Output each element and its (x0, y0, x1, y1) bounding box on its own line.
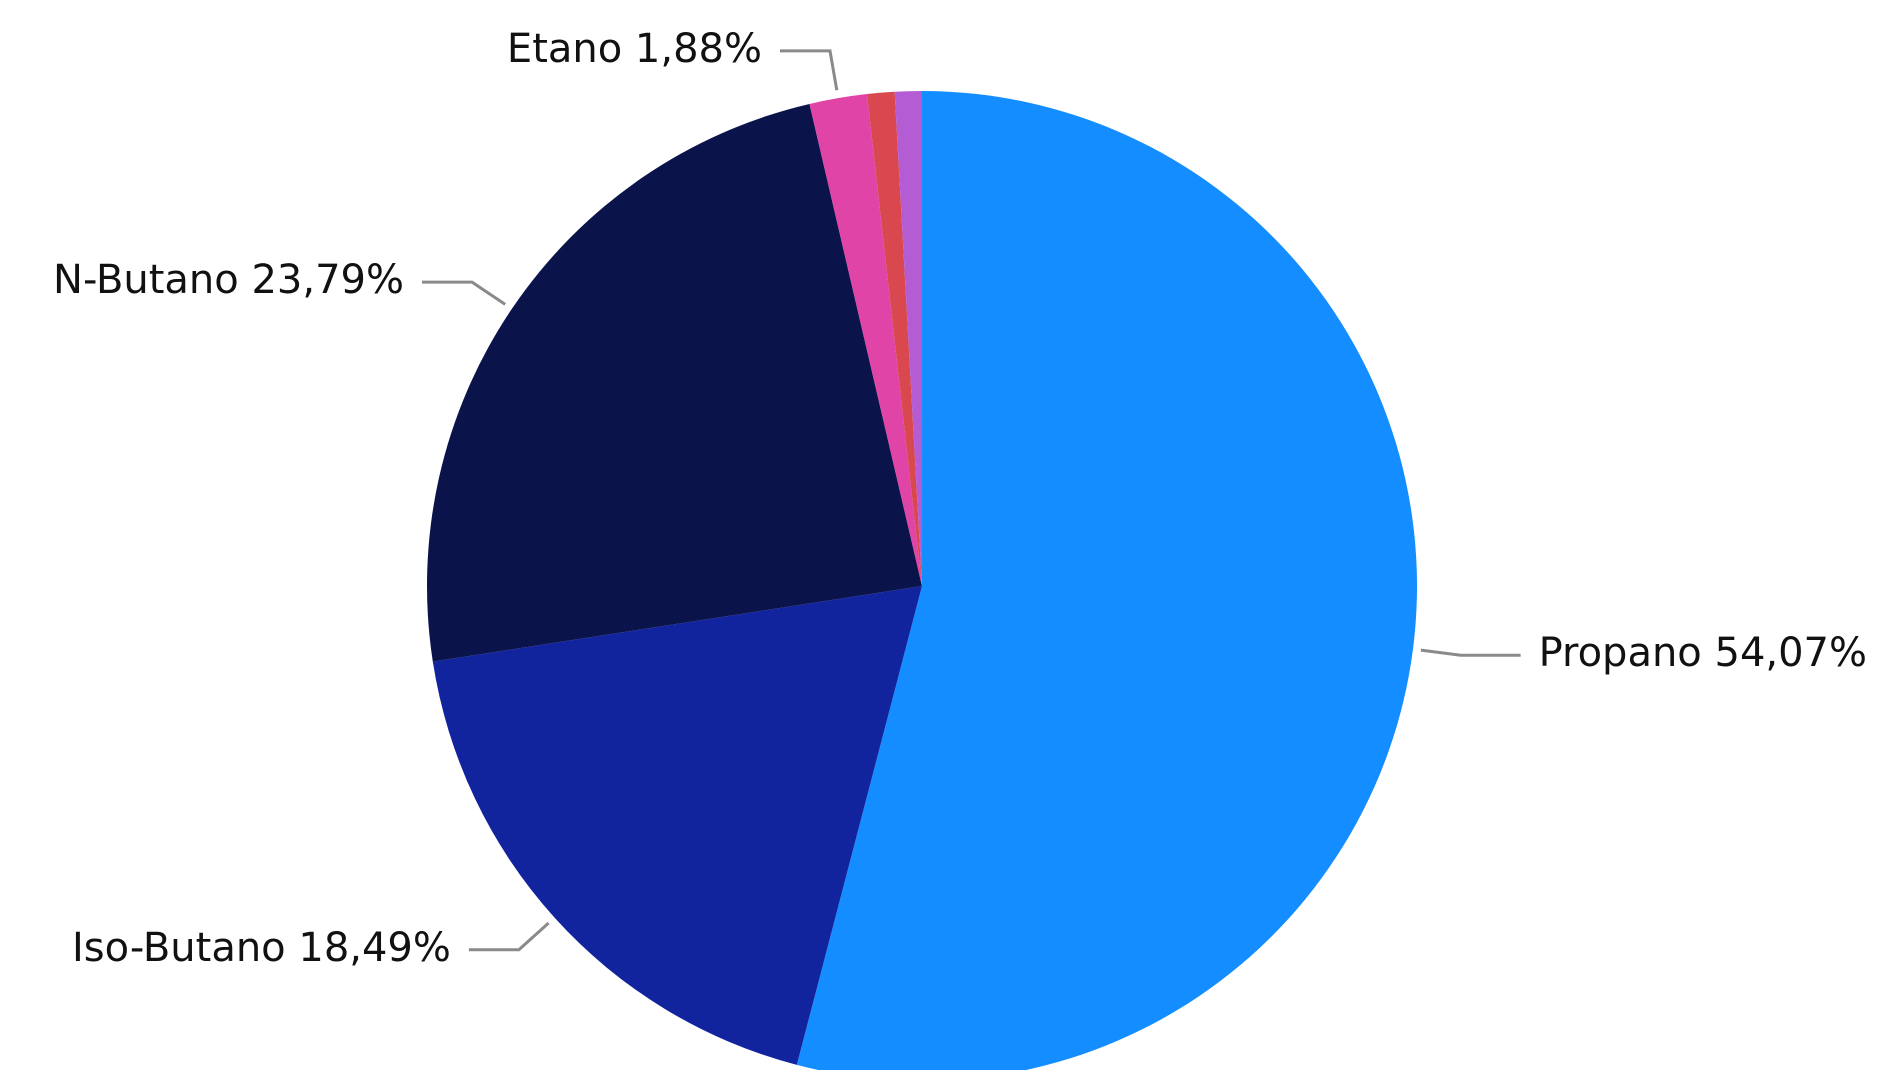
data-label-etano: Etano 1,88% (507, 26, 762, 72)
pie-slices (427, 91, 1418, 1070)
pie-slice-6[interactable] (894, 91, 922, 586)
slice-labels: Propano 54,07% Iso-Butano 18,49% N-Butano … (53, 26, 1867, 971)
data-label-n-butano: N-Butano 23,79% (53, 257, 404, 303)
data-label-iso-butano: Iso-Butano 18,49% (72, 925, 451, 971)
leader-line-n-butano (422, 280, 507, 306)
leader-line-propano (1420, 648, 1521, 657)
leader-line-iso-butano (468, 921, 550, 952)
pie-slice-iso-butano[interactable] (432, 586, 922, 1065)
pie-slice-etano[interactable] (809, 94, 922, 586)
pie-slice-n-butano[interactable] (427, 103, 922, 662)
leader-line-etano (780, 49, 839, 91)
leader-lines (422, 49, 1521, 952)
data-label-propano: Propano 54,07% (1539, 630, 1867, 676)
pie-slice-propano[interactable] (796, 91, 1418, 1070)
pie-slice-5[interactable] (867, 91, 922, 586)
